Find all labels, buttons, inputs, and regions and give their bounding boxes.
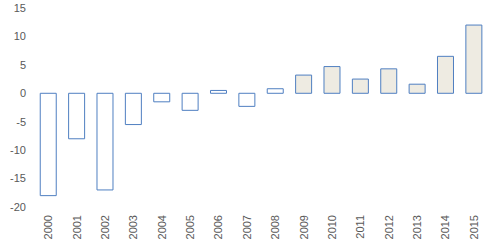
- svg-text:2001: 2001: [71, 215, 83, 239]
- svg-text:2014: 2014: [439, 215, 451, 239]
- svg-text:2007: 2007: [241, 215, 253, 239]
- svg-text:5: 5: [20, 59, 26, 71]
- svg-text:0: 0: [20, 87, 26, 99]
- svg-text:2011: 2011: [354, 215, 366, 239]
- svg-text:2000: 2000: [42, 215, 54, 239]
- svg-text:-5: -5: [16, 116, 26, 128]
- svg-text:2015: 2015: [468, 215, 480, 239]
- svg-text:2004: 2004: [156, 215, 168, 239]
- svg-text:2008: 2008: [269, 215, 281, 239]
- svg-text:2013: 2013: [411, 215, 423, 239]
- svg-text:-20: -20: [10, 201, 26, 213]
- svg-text:2005: 2005: [184, 215, 196, 239]
- svg-text:2010: 2010: [326, 215, 338, 239]
- svg-text:10: 10: [14, 30, 26, 42]
- svg-text:15: 15: [14, 2, 26, 14]
- svg-text:2006: 2006: [212, 215, 224, 239]
- svg-text:2003: 2003: [127, 215, 139, 239]
- svg-text:-15: -15: [10, 172, 26, 184]
- svg-text:2002: 2002: [99, 215, 111, 239]
- svg-text:2012: 2012: [383, 215, 395, 239]
- svg-text:2009: 2009: [298, 215, 310, 239]
- svg-text:-10: -10: [10, 144, 26, 156]
